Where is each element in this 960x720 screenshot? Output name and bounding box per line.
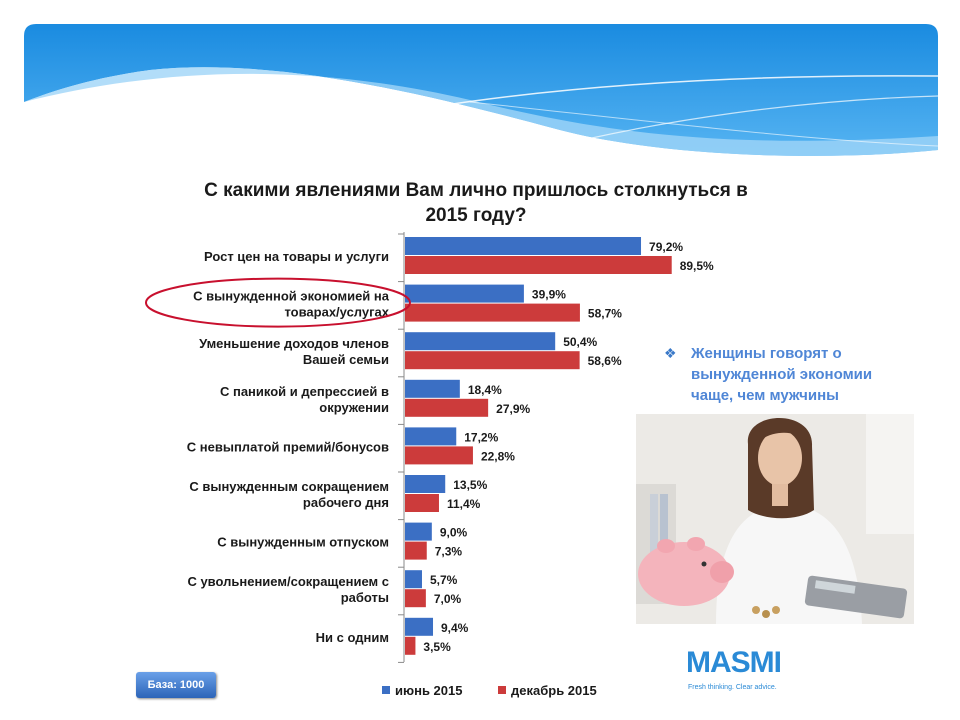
bar-june [405, 522, 432, 541]
bar-december [405, 541, 427, 560]
woman-piggybank-photo [636, 414, 914, 624]
data-label: 27,9% [496, 402, 530, 416]
chart-title-line-2: 2015 году? [425, 205, 527, 226]
category-label: Рост цен на товары и услуги [204, 249, 389, 264]
bar-december [405, 636, 416, 655]
legend-label: декабрь 2015 [511, 683, 597, 698]
bar-december [405, 303, 580, 322]
data-label: 18,4% [468, 383, 502, 397]
data-label: 22,8% [481, 449, 515, 463]
bar-december [405, 494, 439, 512]
diamond-bullet-icon: ❖ [664, 345, 677, 361]
chart-title-line-1: С какими явлениями Вам лично пришлось ст… [204, 180, 748, 201]
data-label: 5,7% [430, 573, 458, 587]
category-label: работы [341, 590, 389, 605]
highlight-ellipse [145, 277, 411, 328]
category-label: С невыплатой премий/бонусов [187, 439, 389, 454]
chart-title: С какими явлениями Вам лично пришлось ст… [196, 178, 756, 228]
bar-december [405, 446, 473, 465]
data-label: 17,2% [464, 430, 498, 444]
category-label: С вынужденным сокращением [189, 479, 389, 494]
legend-swatch-december [498, 686, 506, 694]
category-label: Уменьшение доходов членов [199, 336, 389, 351]
bar-december [405, 351, 580, 370]
bar-june [405, 237, 642, 255]
bar-june [405, 427, 457, 446]
data-label: 89,5% [680, 259, 714, 273]
bar-june [405, 617, 434, 636]
bar-june [405, 332, 556, 351]
category-label: С увольнением/сокращением с [187, 574, 389, 589]
bar-december [405, 589, 426, 608]
data-label: 11,4% [447, 497, 481, 511]
data-label: 7,0% [434, 592, 462, 606]
data-label: 79,2% [649, 240, 683, 254]
legend-swatch-june [382, 686, 390, 694]
category-label: С вынужденным отпуском [217, 535, 389, 550]
bar-june [405, 284, 524, 303]
data-label: 9,0% [440, 526, 468, 540]
bar-june [405, 475, 446, 493]
data-label: 39,9% [532, 288, 566, 302]
logo-word: MASMI [686, 646, 782, 679]
category-label: товарах/услугах [284, 305, 389, 320]
data-label: 9,4% [441, 621, 469, 635]
category-label: рабочего дня [303, 495, 389, 510]
note-text: Женщины говорят о вынужденной экономии ч… [691, 345, 873, 404]
masmi-logo: MASMI Fresh thinking. Clear advice. [686, 646, 816, 696]
data-label: 7,3% [435, 545, 463, 559]
category-label: С вынужденной экономией на [193, 289, 390, 304]
bar-december [405, 398, 489, 417]
data-label: 13,5% [453, 478, 487, 492]
category-label: Вашей семьи [303, 352, 389, 367]
category-label: С паникой и депрессией в [220, 384, 389, 399]
bar-june [405, 379, 460, 398]
category-label: окружении [319, 400, 389, 415]
data-label: 3,5% [423, 640, 451, 654]
data-label: 50,4% [563, 335, 597, 349]
legend-label: июнь 2015 [395, 683, 462, 698]
category-label: Ни с одним [316, 630, 389, 645]
data-label: 58,6% [588, 354, 622, 368]
bar-june [405, 570, 422, 589]
header-banner [24, 24, 939, 156]
data-label: 58,7% [588, 307, 622, 321]
bar-december [405, 256, 672, 274]
base-badge: База: 1000 [136, 672, 216, 698]
logo-tagline: Fresh thinking. Clear advice. [688, 684, 777, 691]
